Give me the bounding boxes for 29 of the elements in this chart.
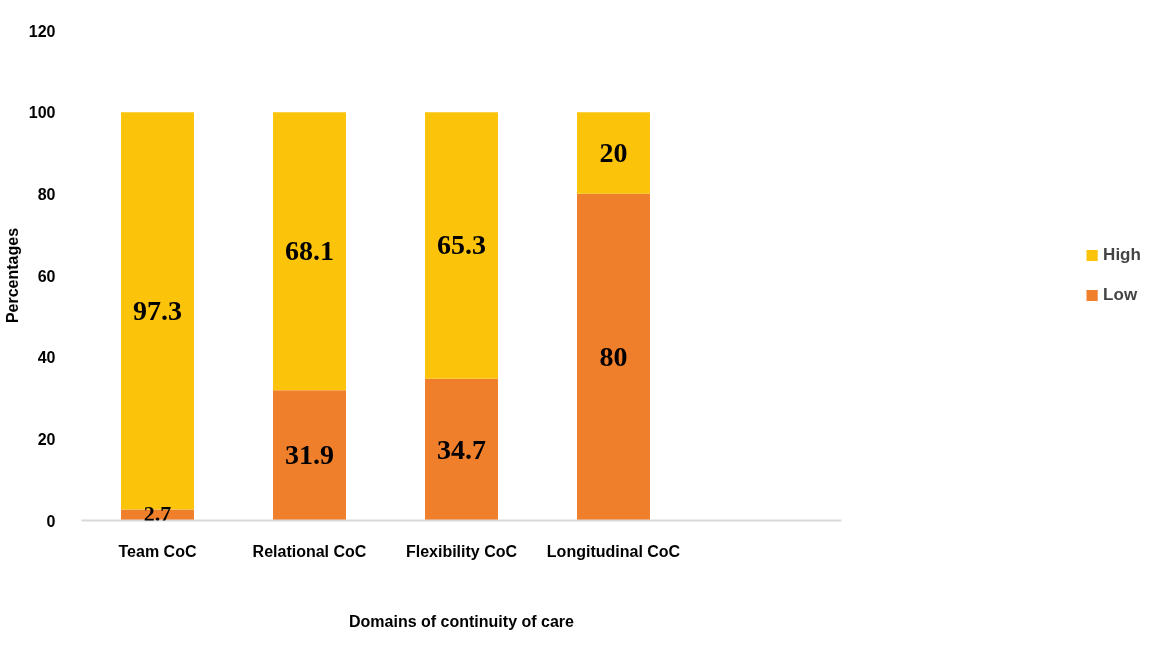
x-tick-label: Relational CoC: [252, 542, 367, 560]
data-label: 65.3: [437, 229, 486, 261]
x-tick-label: Longitudinal CoC: [546, 542, 681, 560]
x-tick-label: Team CoC: [118, 542, 197, 560]
data-label: 80: [599, 341, 628, 373]
data-label: 31.9: [285, 439, 334, 471]
data-label: 68.1: [285, 235, 334, 267]
bar: [273, 112, 346, 391]
bar: [425, 112, 498, 379]
legend-label: High: [1103, 245, 1141, 265]
bar: [273, 390, 346, 521]
x-tick-label: Flexibility CoC: [405, 542, 518, 560]
data-label: 2.7: [143, 500, 172, 526]
y-tick-label: 0: [46, 512, 56, 530]
y-tick-label: 100: [28, 104, 56, 122]
y-tick-label: 120: [28, 22, 56, 40]
y-tick-label: 40: [37, 349, 56, 367]
data-label: 97.3: [133, 294, 182, 326]
y-axis-title: Percentages: [3, 227, 21, 324]
legend-label: Low: [1103, 285, 1138, 305]
bar: [577, 112, 650, 194]
x-axis-title: Domains of continuity of care: [349, 612, 575, 630]
y-tick-label: 20: [37, 430, 56, 448]
y-tick-label: 80: [37, 185, 56, 203]
bar: [577, 193, 650, 521]
data-label: 34.7: [437, 433, 486, 465]
bar: [425, 378, 498, 521]
data-label: 20: [599, 137, 628, 168]
y-tick-label: 60: [37, 267, 56, 285]
